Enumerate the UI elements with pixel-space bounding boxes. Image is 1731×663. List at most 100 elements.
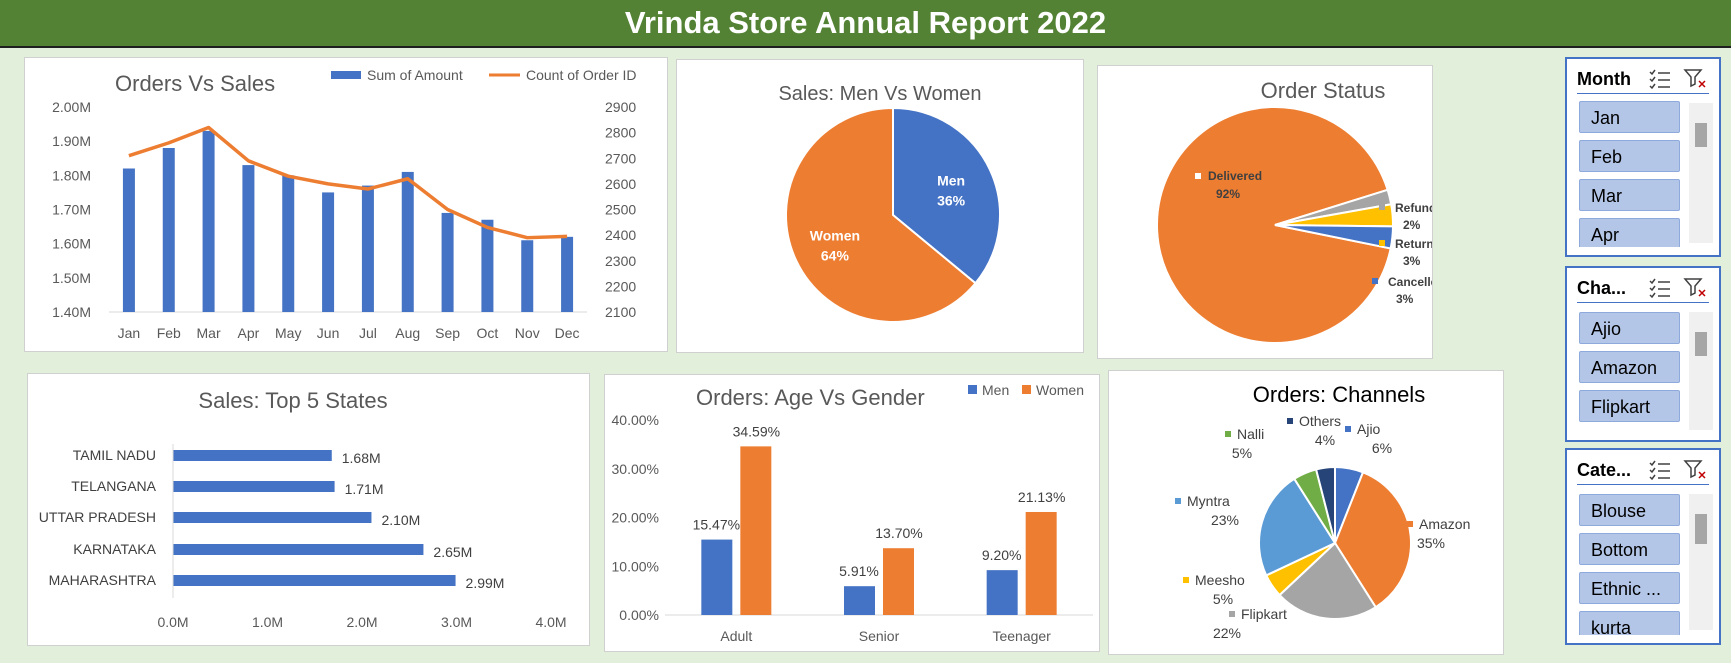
- clear-filter-icon[interactable]: [1683, 276, 1709, 300]
- pie-slice-men: [892, 106, 1001, 285]
- pie-slice-flipkart: [1278, 541, 1378, 620]
- label-marker: [1229, 611, 1235, 617]
- multi-select-icon[interactable]: [1647, 67, 1673, 91]
- bar-state: [173, 512, 372, 523]
- slice-label: Myntra: [1187, 493, 1230, 509]
- label-marker: [1372, 278, 1378, 284]
- slicer-scrollbar[interactable]: [1689, 103, 1713, 243]
- x-tick: 4.0M: [535, 614, 566, 630]
- slicer-item-kurta[interactable]: kurta: [1579, 611, 1680, 635]
- x-tick: Nov: [515, 325, 540, 341]
- slice-label: Nalli: [1237, 426, 1264, 442]
- slice-value: 5%: [1232, 445, 1252, 461]
- bar-men: [701, 539, 733, 615]
- slicer-item-amazon[interactable]: Amazon: [1579, 351, 1680, 383]
- orders-vs-sales-panel[interactable]: Orders Vs Sales Sum of Amount Count of Ord…: [24, 57, 668, 352]
- slice-value: 23%: [1211, 512, 1239, 528]
- data-label: 9.20%: [982, 547, 1022, 563]
- men-vs-women-panel[interactable]: Sales: Men Vs Women Men 36% Women 64%: [676, 59, 1084, 353]
- legend-swatch: [968, 385, 977, 394]
- legend-label: Women: [1036, 382, 1084, 398]
- report-title: Vrinda Store Annual Report 2022: [0, 0, 1731, 48]
- channels-panel[interactable]: Orders: Channels Ajio 6% Amazon 35% Flipkart 2…: [1108, 370, 1504, 655]
- bar-sum-of-amount: [162, 148, 175, 312]
- bar-state: [173, 481, 335, 492]
- age-vs-gender-panel[interactable]: Orders: Age Vs Gender Men Women 0.00% 10.00%…: [604, 374, 1100, 652]
- slicer-scrollbar[interactable]: [1689, 312, 1713, 430]
- label-marker: [1175, 498, 1181, 504]
- y-tick: 10.00%: [612, 558, 659, 574]
- channel-slicer[interactable]: Cha... Ajio Amazon Flipkart: [1565, 266, 1721, 442]
- x-tick: Aug: [395, 325, 420, 341]
- line-count-of-order-id: [128, 125, 568, 240]
- slicer-item-flipkart[interactable]: Flipkart: [1579, 390, 1680, 422]
- clear-filter-icon[interactable]: [1683, 458, 1709, 482]
- category-slicer[interactable]: Cate... Blouse Bottom Ethnic ... kurta: [1565, 448, 1721, 645]
- data-label: 2.65M: [433, 544, 472, 560]
- x-tick: Teenager: [992, 628, 1051, 644]
- y-tick: TELANGANA: [71, 478, 156, 494]
- legend-label: Sum of Amount: [367, 67, 463, 83]
- y-left-tick: 1.90M: [52, 133, 91, 149]
- legend-label: Count of Order ID: [526, 67, 637, 83]
- slice-label: Women: [810, 227, 860, 243]
- bar-women: [740, 446, 772, 615]
- bar-state: [173, 450, 332, 461]
- bar-sum-of-amount: [322, 192, 335, 312]
- slicer-item-apr[interactable]: Apr: [1579, 218, 1680, 247]
- y-left-tick: 1.50M: [52, 270, 91, 286]
- data-label: 1.71M: [345, 481, 384, 497]
- month-slicer[interactable]: Month Jan Feb Mar Apr: [1565, 57, 1721, 257]
- slice-value: 3%: [1403, 254, 1421, 268]
- x-tick: Apr: [238, 325, 260, 341]
- x-tick: Mar: [197, 325, 221, 341]
- slicer-title: Month: [1577, 69, 1631, 89]
- pie-slice-myntra: [1258, 477, 1337, 577]
- bar-sum-of-amount: [481, 219, 494, 312]
- slicer-scrollbar[interactable]: [1689, 494, 1713, 630]
- slicer-item-blouse[interactable]: Blouse: [1579, 494, 1680, 526]
- y-right-tick: 2600: [605, 176, 636, 192]
- y-right-tick: 2800: [605, 125, 636, 141]
- slice-label: Flipkart: [1241, 606, 1287, 622]
- bar-sum-of-amount: [521, 240, 534, 312]
- y-right-tick: 2200: [605, 278, 636, 294]
- label-marker: [1407, 521, 1413, 527]
- slice-value: 36%: [937, 193, 966, 209]
- slicer-title: Cha...: [1577, 278, 1627, 298]
- y-left-tick: 2.00M: [52, 99, 91, 115]
- scroll-thumb[interactable]: [1695, 514, 1707, 544]
- x-tick: Dec: [555, 325, 580, 341]
- multi-select-icon[interactable]: [1647, 458, 1673, 482]
- y-right-tick: 2500: [605, 202, 636, 218]
- slicer-item-mar[interactable]: Mar: [1579, 179, 1680, 211]
- clear-filter-icon[interactable]: [1683, 67, 1709, 91]
- data-label: 2.10M: [381, 512, 420, 528]
- slice-value: 2%: [1403, 218, 1421, 232]
- slicer-item-ajio[interactable]: Ajio: [1579, 312, 1680, 344]
- multi-select-icon[interactable]: [1647, 276, 1673, 300]
- bar-men: [986, 570, 1018, 615]
- y-tick: KARNATAKA: [73, 541, 156, 557]
- x-tick: Feb: [157, 325, 181, 341]
- order-status-panel[interactable]: Order Status Delivered 92% Refunded 2% Return…: [1097, 65, 1433, 359]
- age-vs-gender-chart: Orders: Age Vs Gender Men Women 0.00% 10.00%…: [612, 382, 1093, 644]
- scroll-thumb[interactable]: [1695, 123, 1707, 147]
- scroll-thumb[interactable]: [1695, 332, 1707, 356]
- x-tick: May: [275, 325, 301, 341]
- pie-slice-cancelled: [1274, 224, 1395, 250]
- order-status-chart: Order Status Delivered 92% Refunded 2% Return…: [1156, 78, 1432, 344]
- x-tick: 0.0M: [157, 614, 188, 630]
- x-tick: Jun: [317, 325, 340, 341]
- slicer-item-bottom[interactable]: Bottom: [1579, 533, 1680, 565]
- data-label: 5.91%: [839, 563, 879, 579]
- chart-title: Sales: Men Vs Women: [778, 83, 981, 105]
- slicer-item-feb[interactable]: Feb: [1579, 140, 1680, 172]
- label-marker: [1225, 431, 1231, 437]
- y-left-tick: 1.80M: [52, 167, 91, 183]
- top-states-panel[interactable]: Sales: Top 5 States TAMIL NADU 1.68M TELANG…: [27, 373, 590, 646]
- slicer-item-ethnic[interactable]: Ethnic ...: [1579, 572, 1680, 604]
- data-label: 34.59%: [733, 423, 780, 439]
- slicer-item-jan[interactable]: Jan: [1579, 101, 1680, 133]
- pie-slice-amazon: [1333, 471, 1412, 609]
